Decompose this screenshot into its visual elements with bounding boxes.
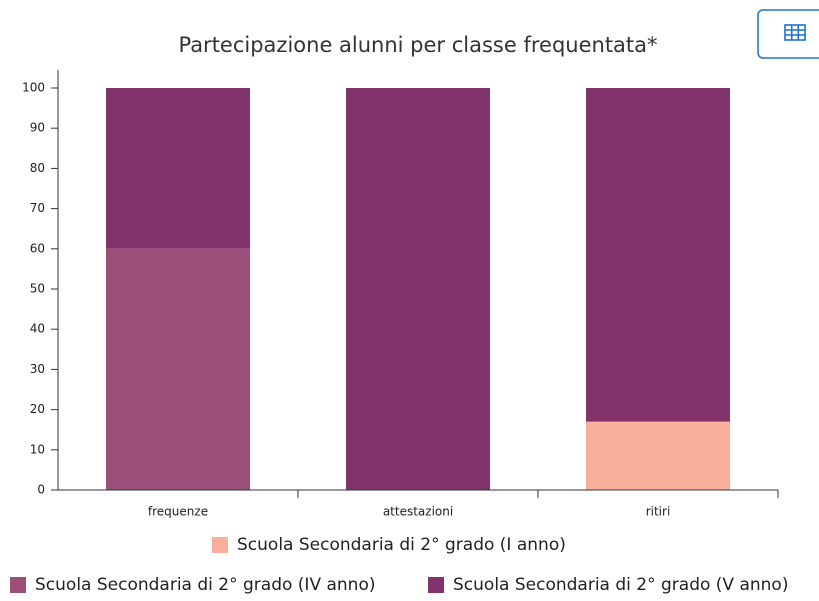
chart-title: Partecipazione alunni per classe frequen… xyxy=(178,33,657,57)
y-tick-label: 90 xyxy=(30,121,45,135)
y-tick-label: 30 xyxy=(30,362,45,376)
y-tick-label: 50 xyxy=(30,282,45,296)
legend-label: Scuola Secondaria di 2° grado (IV anno) xyxy=(35,575,375,595)
y-tick-label: 0 xyxy=(37,483,45,497)
table-icon xyxy=(784,24,806,41)
y-tick-label: 80 xyxy=(30,161,45,175)
y-tick-label: 100 xyxy=(22,81,45,95)
y-tick-label: 10 xyxy=(30,442,45,456)
button-frame[interactable] xyxy=(757,9,819,59)
y-tick-label: 40 xyxy=(30,322,45,336)
y-tick-label: 20 xyxy=(30,402,45,416)
y-tick-label: 70 xyxy=(30,201,45,215)
bar-segment xyxy=(586,421,730,490)
table-button[interactable] xyxy=(757,9,819,59)
x-tick-label: frequenze xyxy=(148,505,208,519)
bar-segment xyxy=(106,88,250,249)
legend-label: Scuola Secondaria di 2° grado (I anno) xyxy=(237,535,566,555)
y-tick-label: 60 xyxy=(30,241,45,255)
bar-segment xyxy=(586,88,730,422)
bar-segment xyxy=(346,88,490,490)
legend-label: Scuola Secondaria di 2° grado (V anno) xyxy=(453,575,788,595)
legend-swatch xyxy=(10,577,26,593)
x-tick-label: attestazioni xyxy=(383,505,453,519)
x-tick-label: ritiri xyxy=(646,505,671,519)
legend-swatch xyxy=(212,537,228,553)
legend-swatch xyxy=(428,577,444,593)
bar-segment xyxy=(106,248,250,490)
